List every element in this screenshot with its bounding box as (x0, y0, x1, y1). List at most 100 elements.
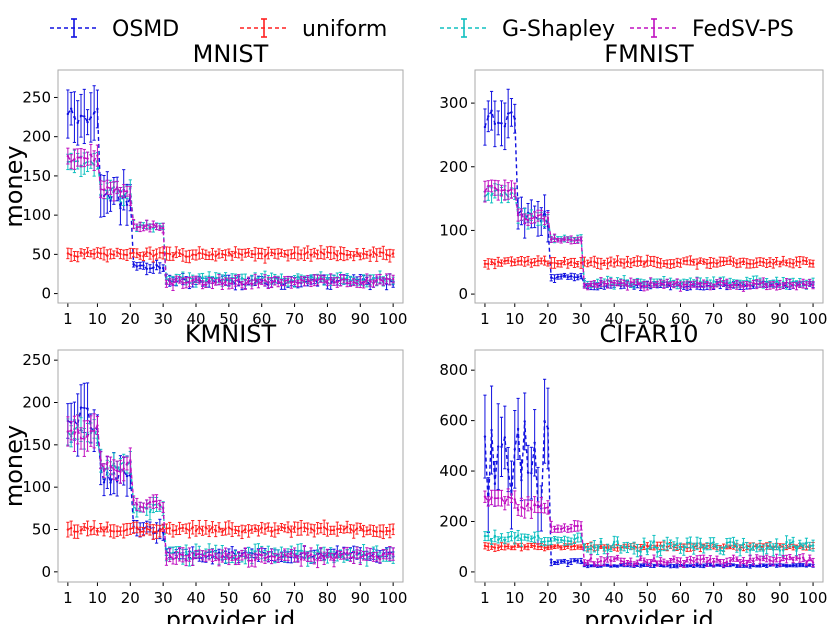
data-point (125, 462, 129, 465)
data-point (606, 282, 609, 286)
data-point (283, 553, 286, 556)
data-point (349, 253, 352, 256)
data-point (487, 192, 490, 195)
data-point (79, 251, 83, 254)
data-point (184, 559, 188, 562)
x-tick-label: 50 (638, 589, 657, 607)
series-osmd (66, 85, 395, 291)
data-point (119, 252, 122, 256)
data-point (332, 280, 336, 283)
data-point (391, 528, 395, 531)
series-line (484, 185, 814, 288)
y-tick-label: 250 (22, 351, 51, 369)
data-point (92, 111, 96, 115)
data-point (290, 530, 293, 533)
data-point (135, 225, 139, 229)
data-point (352, 530, 355, 533)
data-point (563, 274, 566, 277)
data-point (296, 252, 300, 255)
data-point (96, 530, 99, 533)
data-point (253, 550, 257, 553)
series-line (67, 423, 394, 563)
data-point (316, 253, 319, 256)
data-point (175, 277, 178, 281)
data-point (795, 285, 798, 288)
data-point (583, 284, 586, 288)
data-point (669, 262, 672, 266)
data-point (326, 552, 329, 555)
data-point (712, 280, 715, 283)
data-point (345, 276, 349, 279)
data-point (385, 553, 388, 556)
data-point (138, 264, 142, 267)
data-point (543, 210, 546, 213)
data-point (306, 278, 309, 281)
data-point (280, 525, 283, 529)
data-point (109, 529, 112, 533)
data-point (738, 261, 742, 264)
data-point (299, 549, 303, 552)
series-uniform (66, 245, 395, 264)
x-tick-label: 30 (154, 589, 173, 607)
x-tick-label: 1 (480, 310, 490, 328)
data-point (725, 259, 729, 263)
data-point (198, 279, 201, 283)
data-point (682, 259, 685, 263)
data-point (520, 213, 523, 216)
data-point (155, 499, 158, 503)
data-point (276, 528, 280, 531)
data-point (326, 251, 329, 254)
data-point (112, 253, 116, 256)
data-point (329, 529, 332, 532)
data-point (283, 527, 286, 530)
data-point (125, 528, 129, 531)
data-point (339, 278, 342, 282)
data-point (359, 280, 362, 284)
data-point (270, 281, 273, 284)
data-point (99, 459, 102, 462)
data-point (296, 550, 300, 553)
data-point (573, 261, 576, 265)
data-point (349, 556, 352, 559)
data-point (692, 282, 695, 286)
data-point (365, 552, 369, 556)
data-point (791, 262, 795, 265)
data-point (276, 280, 280, 284)
data-point (573, 239, 576, 243)
data-point (510, 260, 513, 263)
data-point (109, 464, 112, 468)
data-point (483, 190, 487, 193)
data-point (378, 251, 382, 254)
data-point (240, 276, 244, 280)
data-point (722, 260, 725, 263)
data-point (569, 275, 573, 278)
data-point (296, 557, 300, 561)
data-point (138, 254, 142, 258)
data-point (649, 259, 652, 263)
data-point (772, 262, 775, 265)
data-point (503, 188, 507, 192)
data-point (227, 557, 231, 561)
data-point (569, 260, 573, 264)
data-point (339, 527, 342, 531)
data-point (89, 529, 93, 532)
data-point (801, 282, 805, 285)
x-tick-label: 1 (480, 589, 490, 607)
data-point (775, 279, 778, 282)
data-point (158, 251, 162, 254)
y-tick-label: 300 (439, 94, 468, 112)
data-point (652, 260, 656, 263)
data-point (234, 528, 237, 532)
data-point (309, 527, 313, 530)
data-point (388, 254, 392, 257)
data-point (382, 280, 385, 283)
data-point (303, 551, 306, 555)
data-point (119, 529, 122, 533)
data-point (280, 251, 283, 254)
data-point (497, 189, 500, 192)
data-point (599, 262, 603, 265)
data-point (385, 253, 388, 257)
data-point (290, 551, 293, 555)
data-point (184, 281, 188, 284)
legend-label: uniform (302, 17, 387, 42)
